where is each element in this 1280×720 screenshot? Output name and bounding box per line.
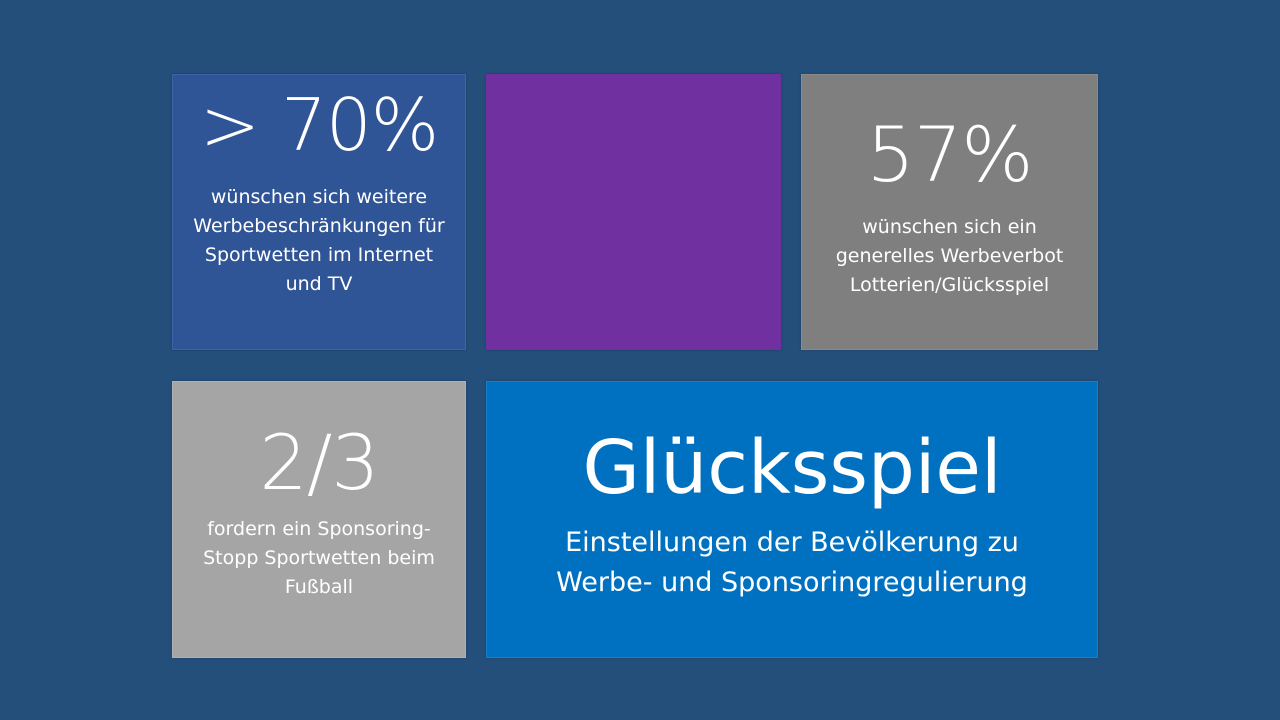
stat-description-line: Fußball (284, 576, 354, 598)
page-subtitle: Einstellungen der Bevölkerung zu Werbe- … (556, 523, 1028, 603)
stat-description: fordern ein Sponsoring- Stopp Sportwette… (203, 515, 435, 602)
stat-value: > 70% (199, 83, 439, 167)
stat-description-line: Stopp Sportwetten beim (203, 547, 435, 569)
stat-description-line: und TV (285, 273, 353, 295)
stat-description-line: fordern ein Sponsoring- (207, 518, 431, 540)
stat-description-line: Werbebeschränkungen für (193, 215, 445, 237)
stat-description-line: wünschen sich ein (862, 215, 1037, 238)
stat-description: wünschen sich ein generelles Werbeverbot… (836, 213, 1064, 300)
purple-decorative-tile (486, 74, 781, 350)
stat-tile-advertising-restrictions: > 70% wünschen sich weitere Werbebeschrä… (172, 74, 466, 350)
stat-description-line: generelles Werbeverbot (835, 244, 1064, 267)
stat-description-line: Sportwetten im Internet (204, 244, 434, 266)
title-tile: Glücksspiel Einstellungen der Bevölkerun… (486, 381, 1098, 658)
stat-description: wünschen sich weitere Werbebeschränkunge… (193, 183, 444, 299)
subtitle-line: Einstellungen der Bevölkerung zu (565, 526, 1019, 558)
page-title: Glücksspiel (582, 424, 1002, 511)
stat-value: 2/3 (259, 418, 379, 507)
subtitle-line: Werbe- und Sponsoringregulierung (556, 566, 1028, 598)
stat-tile-advertising-ban: 57% wünschen sich ein generelles Werbeve… (801, 74, 1098, 350)
stat-description-line: Lotterien/Glücksspiel (849, 273, 1050, 296)
stat-tile-sponsoring-stop: 2/3 fordern ein Sponsoring- Stopp Sportw… (172, 381, 466, 658)
stat-value: 57% (866, 109, 1034, 199)
stat-description-line: wünschen sich weitere (210, 186, 428, 208)
